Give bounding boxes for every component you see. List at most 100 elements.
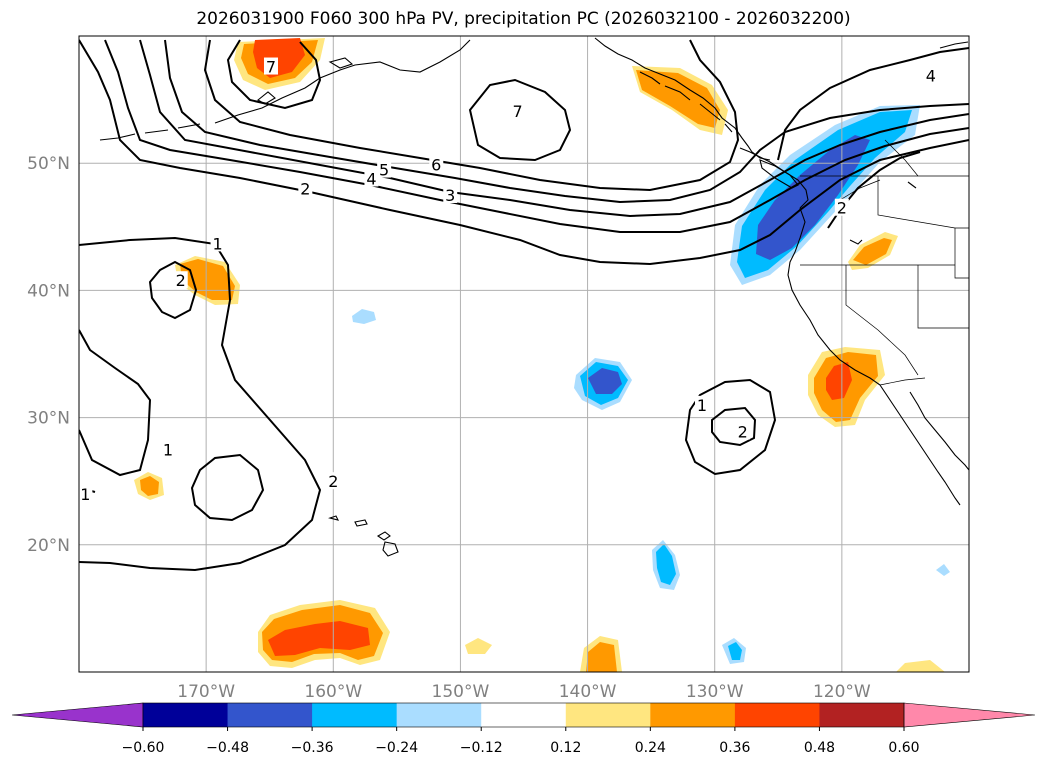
lon-tick-label: 130°W: [686, 682, 744, 702]
pv-contour-1-west: [79, 329, 152, 477]
contour-label-bg: [298, 179, 313, 197]
colorbar-segment: [481, 703, 567, 727]
colorbar-tick-label: −0.12: [460, 740, 503, 756]
contour-label-bg: [210, 234, 225, 252]
contour-label: 2: [837, 199, 847, 218]
colorbar-segment: [227, 703, 313, 727]
contour-label: 5: [379, 161, 389, 180]
contour-label-bg: [429, 155, 444, 173]
contour-label: 4: [926, 66, 936, 85]
contour-label-bg: [510, 102, 525, 120]
contour-label-bg: [377, 160, 392, 178]
pv-contour-6: [203, 39, 740, 192]
pv-contour-3: [104, 39, 969, 233]
contour-label-bg: [364, 169, 379, 187]
pv-contour-5: [164, 39, 969, 204]
precip-blob-38n: [352, 309, 376, 324]
pv-contour-4-ne: [777, 47, 969, 161]
contour-label: 6: [431, 155, 441, 174]
contour-label-bg: [443, 186, 458, 203]
lat-tick-label: 40°N: [27, 281, 70, 301]
contour-label-bg: [263, 57, 278, 75]
pv-contour-1-30n: [684, 378, 777, 476]
colorbar-tick-label: −0.36: [291, 740, 334, 756]
precip-blob-18n-mid: [656, 544, 676, 585]
lon-tick-label: 140°W: [559, 682, 617, 702]
pv-contour-7-nw: [226, 39, 322, 110]
colorbar-segment: [734, 703, 820, 727]
pv-contour-2: [79, 39, 969, 266]
lon-tick-label: 160°W: [304, 682, 362, 702]
precip-blob-42n-mid: [180, 259, 235, 300]
precip-shading: [134, 38, 950, 672]
pv-contour-7-oval: [468, 78, 572, 162]
map-frame: [78, 35, 970, 673]
contour-label-bg: [326, 472, 341, 490]
lat-tick-label: 50°N: [27, 154, 70, 174]
colorbar-tick-label: −0.48: [206, 740, 249, 756]
colorbar-segment: [819, 703, 905, 727]
contour-label: 7: [513, 102, 523, 121]
colorbar-extend-low: [11, 702, 144, 728]
colorbar-frame: [142, 702, 905, 728]
pv-contour-4: [139, 39, 969, 218]
lon-tick-label: 170°W: [177, 682, 235, 702]
colorbar-tick-label: 0.36: [719, 740, 750, 756]
contour-label: 7: [266, 58, 276, 77]
contour-label: 1: [697, 396, 707, 415]
contour-label: 3: [445, 186, 455, 205]
precip-blob-12n: [465, 638, 492, 654]
colorbar: [11, 702, 1036, 728]
precip-blob-nca-mid: [853, 238, 892, 265]
lon-tick-label: 120°W: [813, 682, 871, 702]
contour-label: 2: [300, 180, 310, 199]
colorbar-tick-label: 0.60: [888, 740, 919, 756]
colorbar-segment: [143, 703, 229, 727]
precip-blob-bottom-right: [896, 660, 945, 672]
colorbar-segment: [396, 703, 482, 727]
contour-label-bg: [161, 440, 175, 458]
contour-label: 2: [176, 271, 186, 290]
chart-title: 2026031900 F060 300 hPa PV, precipitatio…: [196, 9, 851, 29]
colorbar-tick-label: −0.60: [122, 740, 165, 756]
colorbar-tick-label: 0.24: [635, 740, 666, 756]
colorbar-tick-labels: −0.60 −0.48 −0.36 −0.24 −0.12 0.12 0.24 0.36 0.4…: [122, 727, 920, 756]
precip-blob-panhandle-mid: [636, 70, 720, 128]
colorbar-tick-label: −0.24: [375, 740, 418, 756]
contour-label-bg: [923, 66, 938, 84]
pv-contour-2-40n: [148, 260, 198, 320]
precip-blob-18n-118w: [936, 564, 950, 576]
precip-blob-12n-130w-core: [728, 642, 742, 660]
contour-label: 2: [328, 472, 338, 491]
longitude-labels: 170°W 160°W 150°W 140°W 130°W 120°W: [177, 682, 871, 702]
colorbar-tick-label: 0.12: [550, 740, 581, 756]
colorbar-segment: [312, 703, 398, 727]
precip-blob-32n-core: [588, 368, 622, 394]
colorbar-tick-label: 0.48: [804, 740, 835, 756]
pv-contour-2-30n: [711, 406, 757, 447]
lat-tick-label: 30°N: [27, 409, 70, 429]
precip-blob-25n-mid: [140, 476, 159, 496]
contour-label: 1: [80, 485, 90, 504]
pv-contour-2-25n: [190, 453, 265, 522]
contour-label: 1: [163, 440, 173, 459]
lon-tick-label: 150°W: [432, 682, 490, 702]
contour-label-bg: [695, 395, 709, 413]
precip-blob-13n-core: [268, 621, 370, 656]
lat-tick-label: 20°N: [27, 536, 70, 556]
contour-label: 2: [738, 423, 748, 442]
contour-label-bg: [173, 271, 188, 289]
contour-label: 4: [366, 169, 376, 188]
colorbar-extend-high: [903, 702, 1036, 728]
precip-blob-138w-mid: [586, 642, 617, 672]
latitude-labels: 50°N 40°N 30°N 20°N: [27, 154, 70, 556]
pv-contour-1-north: [79, 236, 322, 572]
contour-label-bg: [834, 198, 849, 216]
pv-contours: [79, 39, 969, 572]
contour-label-bg: [735, 422, 750, 440]
contour-label: 1: [212, 234, 222, 253]
political-borders: [800, 139, 969, 386]
colorbar-segment: [565, 703, 651, 727]
